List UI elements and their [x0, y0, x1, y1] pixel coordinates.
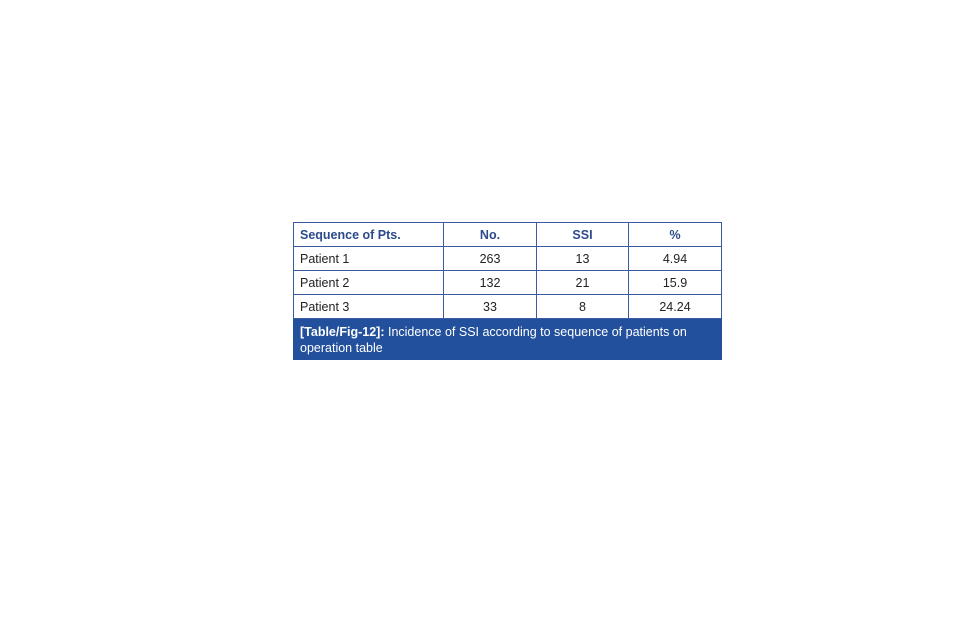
- cell: 21: [536, 270, 629, 295]
- cell: 24.24: [628, 294, 722, 319]
- cell: 263: [443, 246, 537, 271]
- header-ssi: SSI: [536, 222, 629, 247]
- cell: Patient 3: [293, 294, 444, 319]
- header-percent: %: [628, 222, 722, 247]
- cell: 4.94: [628, 246, 722, 271]
- header-row: Sequence of Pts. No. SSI %: [293, 222, 722, 247]
- table-row: Patient 2 132 21 15.9: [293, 270, 722, 295]
- header-sequence: Sequence of Pts.: [293, 222, 444, 247]
- cell: 8: [536, 294, 629, 319]
- header-no: No.: [443, 222, 537, 247]
- cell: 15.9: [628, 270, 722, 295]
- cell: Patient 1: [293, 246, 444, 271]
- caption-text: Incidence of SSI according to sequence o…: [300, 325, 687, 355]
- cell: 13: [536, 246, 629, 271]
- table-row: Patient 1 263 13 4.94: [293, 246, 722, 271]
- table-caption: [Table/Fig-12]: Incidence of SSI accordi…: [293, 319, 722, 360]
- table-figure: Sequence of Pts. No. SSI % Patient 1 263…: [293, 222, 722, 360]
- data-table: Sequence of Pts. No. SSI % Patient 1 263…: [293, 222, 722, 319]
- cell: 132: [443, 270, 537, 295]
- table-row: Patient 3 33 8 24.24: [293, 294, 722, 319]
- cell: 33: [443, 294, 537, 319]
- caption-label: [Table/Fig-12]:: [300, 325, 385, 339]
- cell: Patient 2: [293, 270, 444, 295]
